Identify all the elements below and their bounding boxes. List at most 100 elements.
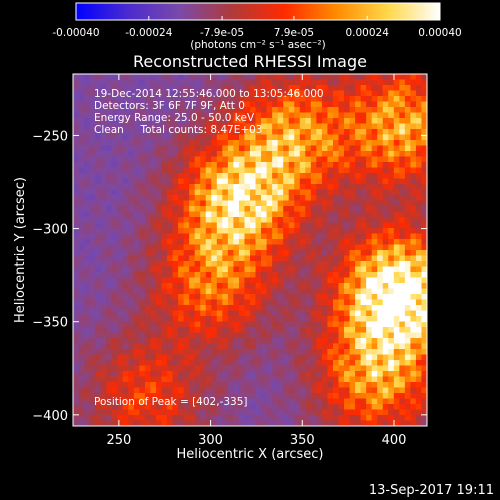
heatmap-cell: [144, 74, 151, 80]
heatmap-cell: [84, 371, 90, 377]
heatmap-cell: [128, 140, 135, 146]
heatmap-cell: [327, 404, 334, 410]
heatmap-cell: [288, 195, 295, 201]
heatmap-cell: [205, 272, 212, 278]
heatmap-cell: [272, 239, 279, 245]
heatmap-cell: [155, 277, 162, 284]
heatmap-cell: [349, 327, 356, 333]
heatmap-cell: [111, 156, 118, 163]
heatmap-cell: [299, 415, 306, 421]
heatmap-cell: [222, 338, 229, 344]
heatmap-cell: [332, 277, 339, 284]
heatmap-cell: [144, 228, 151, 234]
heatmap-cell: [111, 283, 118, 289]
heatmap-cell: [382, 140, 389, 146]
heatmap-cell: [266, 233, 273, 240]
heatmap-cell: [139, 343, 146, 350]
heatmap-cell: [266, 310, 273, 317]
heatmap-cell: [167, 107, 173, 113]
heatmap-cell: [189, 85, 196, 91]
heatmap-cell: [128, 173, 135, 179]
heatmap-cell: [211, 195, 218, 201]
heatmap-cell: [377, 96, 384, 102]
heatmap-cell: [78, 266, 85, 273]
heatmap-cell: [205, 244, 212, 251]
heatmap-cell: [216, 382, 223, 388]
heatmap-cell: [100, 85, 107, 91]
heatmap-cell: [355, 415, 362, 421]
heatmap-cell: [299, 200, 306, 207]
heatmap-cell: [238, 151, 245, 157]
heatmap-cell: [360, 151, 367, 157]
heatmap-cell: [393, 376, 400, 383]
heatmap-cell: [410, 140, 417, 146]
heatmap-cell: [117, 79, 124, 86]
heatmap-cell: [73, 112, 79, 119]
heatmap-cell: [128, 393, 135, 399]
heatmap-cell: [122, 90, 129, 97]
heatmap-cell: [117, 272, 124, 278]
heatmap-cell: [360, 393, 367, 399]
heatmap-cell: [349, 96, 356, 102]
heatmap-cell: [327, 118, 334, 124]
heatmap-cell: [321, 206, 328, 212]
heatmap-cell: [95, 382, 102, 388]
heatmap-cell: [399, 151, 406, 157]
heatmap-cell: [399, 200, 406, 207]
heatmap-cell: [106, 255, 113, 262]
heatmap-cell: [250, 327, 256, 333]
heatmap-cell: [355, 145, 362, 152]
heatmap-cell: [371, 228, 378, 234]
heatmap-cell: [189, 129, 196, 135]
heatmap-cell: [95, 376, 102, 383]
heatmap-cell: [95, 266, 102, 273]
heatmap-cell: [321, 140, 328, 146]
heatmap-cell: [255, 360, 262, 366]
heatmap-cell: [133, 250, 140, 256]
heatmap-cell: [222, 261, 229, 267]
heatmap-cell: [332, 233, 339, 240]
heatmap-cell: [305, 360, 312, 366]
heatmap-cell: [111, 145, 118, 152]
heatmap-cell: [349, 151, 356, 157]
heatmap-cell: [344, 79, 350, 86]
heatmap-cell: [216, 277, 223, 284]
heatmap-cell: [139, 393, 146, 399]
heatmap-cell: [299, 189, 306, 196]
heatmap-cell: [167, 371, 173, 377]
heatmap-cell: [150, 217, 157, 223]
heatmap-cell: [84, 96, 90, 102]
heatmap-cell: [167, 244, 173, 251]
heatmap-cell: [261, 195, 267, 201]
heatmap-cell: [255, 387, 262, 394]
heatmap-cell: [366, 222, 373, 229]
heatmap-cell: [122, 316, 129, 322]
heatmap-cell: [222, 316, 229, 322]
heatmap-cell: [161, 294, 168, 300]
heatmap-cell: [128, 85, 135, 91]
heatmap-cell: [399, 371, 406, 377]
heatmap-cell: [305, 79, 312, 86]
heatmap-cell: [117, 184, 124, 190]
heatmap-cell: [194, 222, 201, 229]
heatmap-cell: [288, 162, 295, 168]
heatmap-cell: [216, 112, 223, 119]
heatmap-cell: [222, 332, 229, 339]
heatmap-cell: [183, 250, 190, 256]
heatmap-cell: [371, 376, 378, 383]
heatmap-cell: [393, 371, 400, 377]
heatmap-cell: [344, 178, 350, 185]
heatmap-cell: [78, 371, 85, 377]
heatmap-cell: [316, 74, 323, 80]
heatmap-cell: [150, 167, 157, 174]
heatmap-cell: [382, 365, 389, 372]
heatmap-cell: [122, 129, 129, 135]
heatmap-cell: [233, 321, 240, 328]
heatmap-cell: [261, 222, 267, 229]
heatmap-cell: [250, 338, 256, 344]
heatmap-cell: [283, 79, 290, 86]
heatmap-cell: [139, 266, 146, 273]
heatmap-cell: [200, 266, 207, 273]
heatmap-cell: [299, 96, 306, 102]
heatmap-cell: [338, 211, 345, 218]
